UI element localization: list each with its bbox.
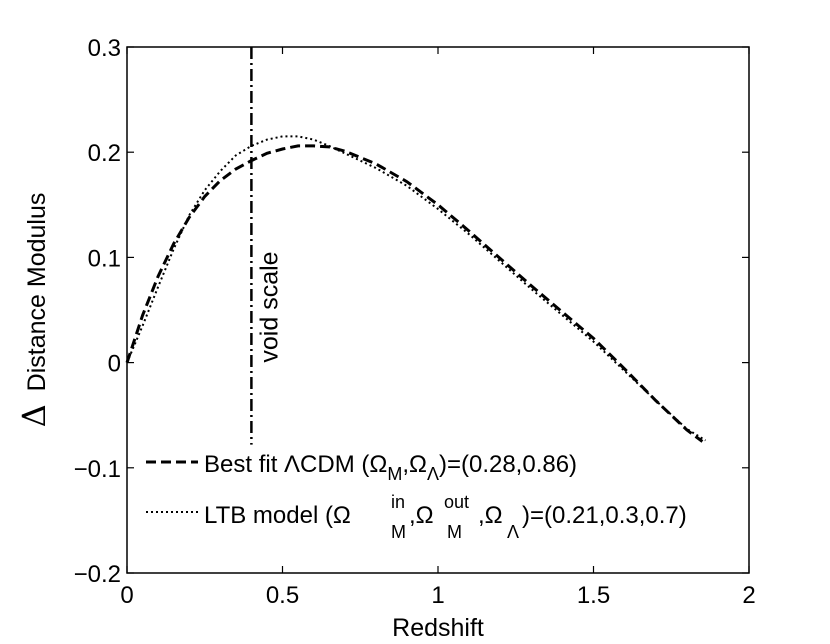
y-tick-label: 0.1 xyxy=(88,245,121,272)
x-axis-label: Redshift xyxy=(392,614,484,642)
y-axis-label-delta: Δ xyxy=(15,404,53,427)
svg-text:in: in xyxy=(391,492,405,512)
plot-frame xyxy=(126,46,750,574)
y-tick-label: 0 xyxy=(108,351,121,378)
y-tick-label: −0.1 xyxy=(74,456,121,483)
plot-background xyxy=(127,47,749,573)
y-axis-label: Δ Distance Modulus xyxy=(15,193,53,428)
x-tick-label: 0.5 xyxy=(266,582,299,609)
svg-text:M: M xyxy=(391,522,406,542)
legend-label-ltb: LTB model (Ω in M ,Ω out M ,Ω Λ )=(0.21,… xyxy=(204,492,687,542)
legend-label-lcdm: Best fit ΛCDM (ΩM,ΩΛ)=(0.28,0.86) xyxy=(204,451,577,484)
svg-text:)=(0.21,0.3,0.7): )=(0.21,0.3,0.7) xyxy=(522,502,687,529)
svg-text:Δ Distance Modulus: Δ Distance Modulus xyxy=(15,193,53,428)
void-scale-label: void scale xyxy=(255,251,283,362)
y-tick-label: −0.2 xyxy=(74,561,121,588)
series-line-ltb xyxy=(126,135,707,442)
svg-text:,Ω: ,Ω xyxy=(409,502,434,529)
svg-text:out: out xyxy=(444,492,469,512)
series-group xyxy=(125,135,707,443)
x-tick-label: 1.5 xyxy=(577,582,610,609)
x-tick-label: 2 xyxy=(742,582,755,609)
legend: Best fit ΛCDM (ΩM,ΩΛ)=(0.28,0.86) LTB mo… xyxy=(146,451,687,542)
y-axis-label-text: Distance Modulus xyxy=(23,193,51,392)
x-tick-label: 0 xyxy=(120,582,133,609)
svg-text:Λ: Λ xyxy=(507,522,519,542)
y-tick-label: 0.2 xyxy=(88,140,121,167)
svg-text:M: M xyxy=(447,522,462,542)
svg-text:,Ω: ,Ω xyxy=(478,502,503,529)
y-tick-label: 0.3 xyxy=(88,35,121,62)
svg-text:LTB model (Ω: LTB model (Ω xyxy=(204,502,351,529)
x-tick-label: 1 xyxy=(431,582,444,609)
